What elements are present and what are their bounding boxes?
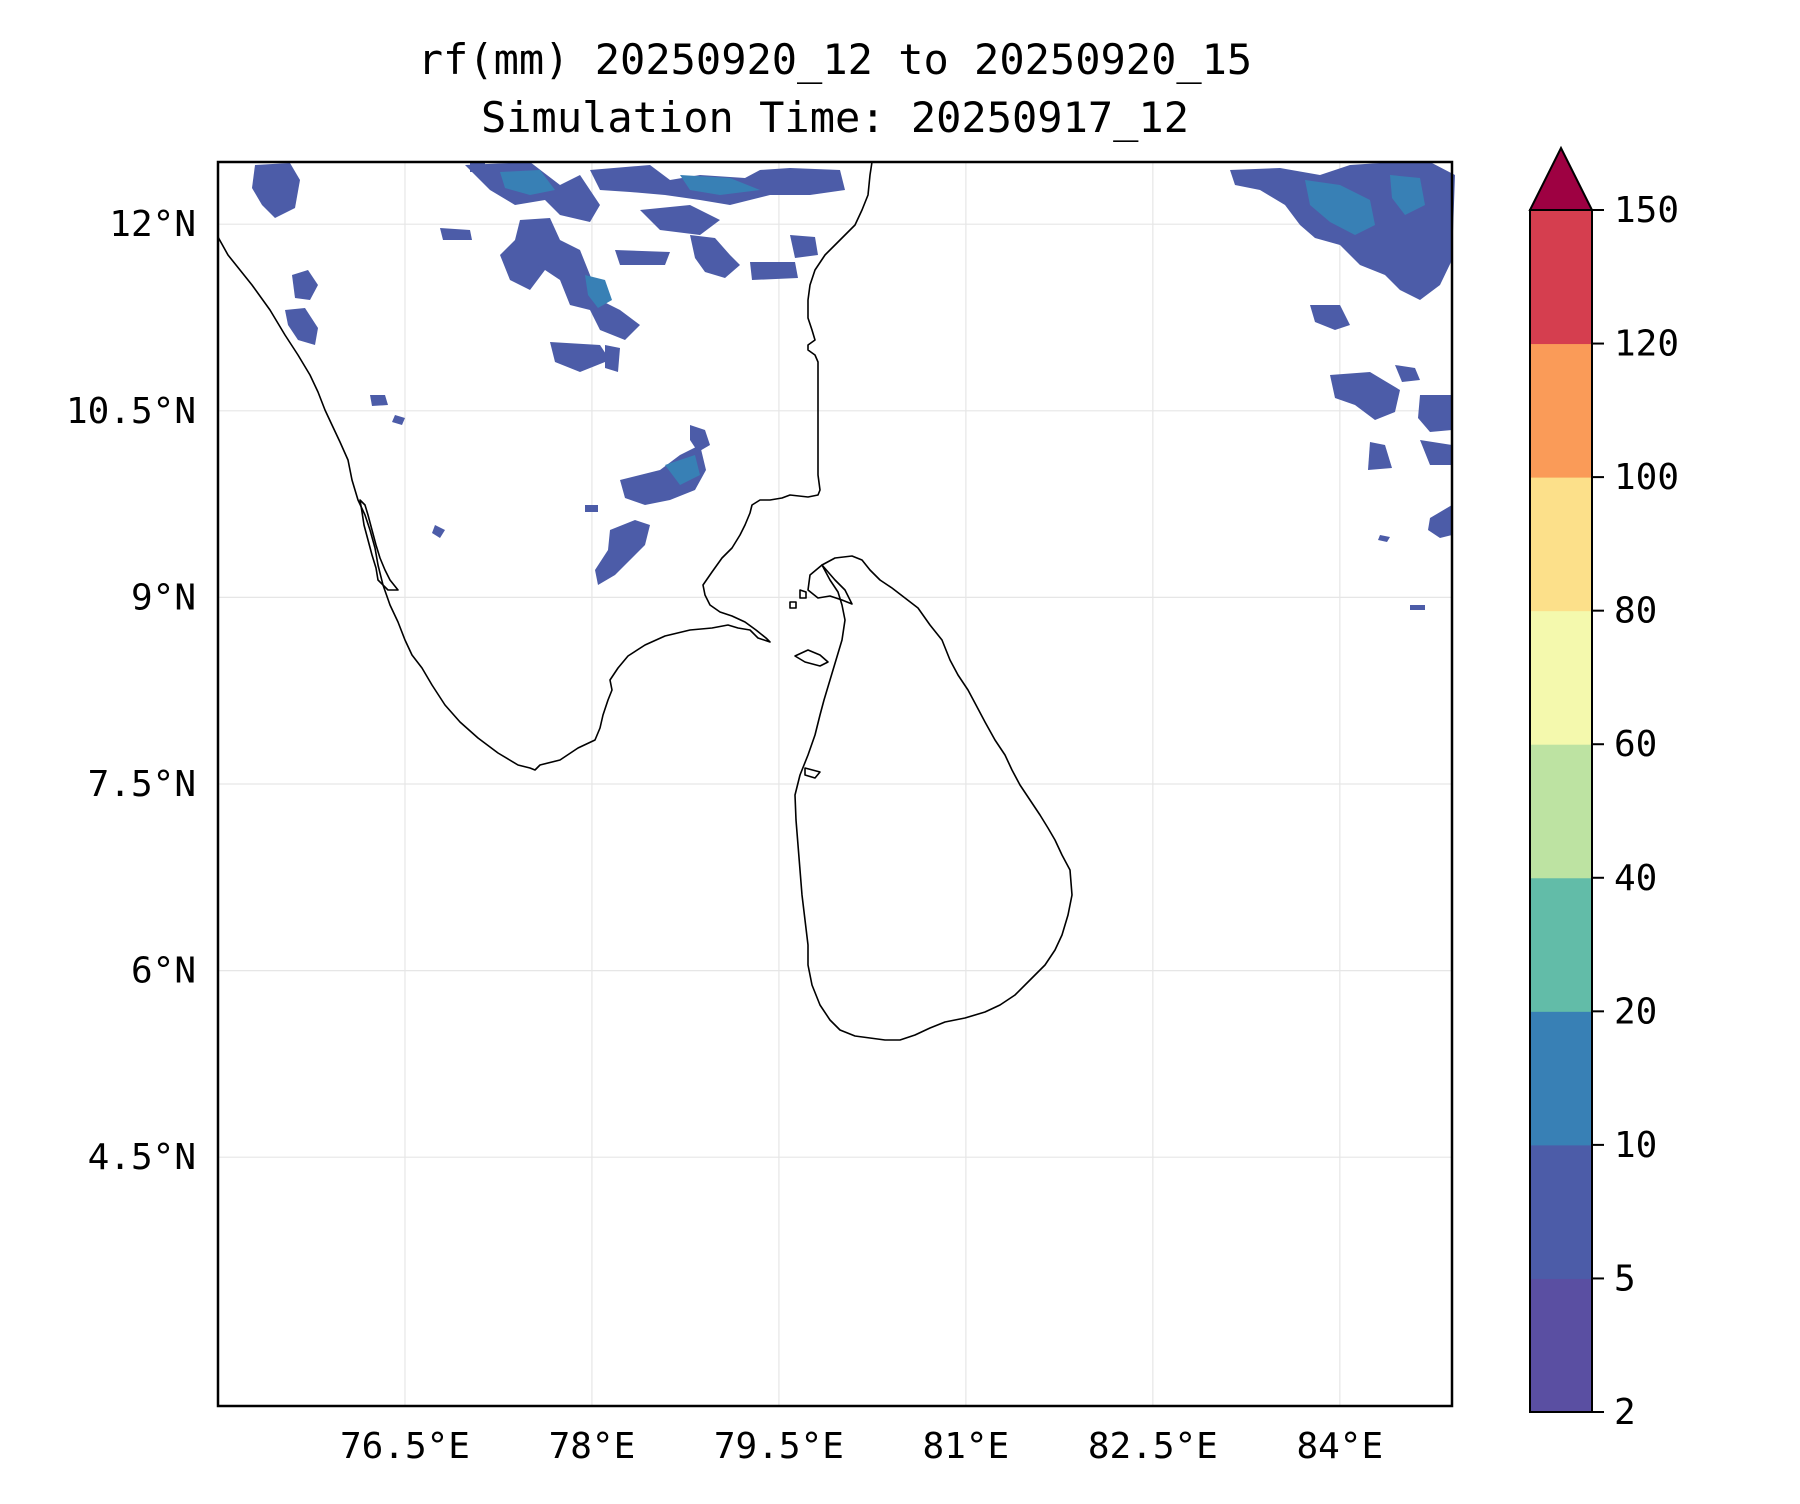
rain-patch-heavy xyxy=(680,175,760,195)
rain-patch xyxy=(690,425,710,452)
rain-patch-heavy xyxy=(1305,180,1375,235)
colorbar: 2 5 10 20 40 60 80 100 120 150 xyxy=(1528,145,1679,1433)
coastlines xyxy=(217,161,1073,1041)
rain-patch-heavy xyxy=(500,170,555,195)
colorbar-segment xyxy=(1530,1011,1592,1146)
colorbar-tick-label: 60 xyxy=(1614,724,1657,765)
sri-lanka-coastline xyxy=(794,555,1073,1041)
lat-tick-label: 4.5°N xyxy=(88,1137,196,1178)
lat-tick-label: 12°N xyxy=(109,204,196,245)
rain-patch xyxy=(292,270,318,300)
rain-patch xyxy=(1418,395,1452,432)
lon-tick-label: 84°E xyxy=(1296,1426,1383,1467)
rain-patch xyxy=(550,342,610,372)
colorbar-segment xyxy=(1530,477,1592,612)
rain-patch xyxy=(605,345,620,372)
lon-tick-label: 82.5°E xyxy=(1088,1426,1218,1467)
rain-patch xyxy=(615,250,670,265)
rain-patch xyxy=(520,248,550,268)
rain-patch-heavy xyxy=(585,275,612,308)
india-coast-inlet xyxy=(359,499,399,591)
colorbar-segment xyxy=(1530,877,1592,1012)
colorbar-tick-label: 100 xyxy=(1614,457,1679,498)
gridlines xyxy=(218,162,1452,1406)
rain-patch xyxy=(585,505,598,512)
map-subtitle: Simulation Time: 20250917_12 xyxy=(481,93,1189,142)
lon-tick-label: 79.5°E xyxy=(714,1426,844,1467)
rain-patch xyxy=(750,262,798,280)
colorbar-tick-label: 40 xyxy=(1614,858,1657,899)
rain-patch xyxy=(1428,505,1452,538)
lon-tick-label: 81°E xyxy=(923,1426,1010,1467)
colorbar-segment xyxy=(1530,744,1592,879)
colorbar-frame xyxy=(1529,209,1593,1413)
colorbar-tick-label: 150 xyxy=(1614,190,1679,231)
rain-patch xyxy=(790,235,818,258)
islet xyxy=(789,601,797,609)
rain-patch xyxy=(595,520,650,585)
colorbar-segment xyxy=(1530,1144,1592,1279)
islet xyxy=(804,767,821,779)
rain-patch xyxy=(690,235,740,278)
rain-patch xyxy=(440,228,472,240)
rain-patch xyxy=(500,218,640,340)
rain-patch xyxy=(252,163,300,218)
lon-tick-label: 76.5°E xyxy=(340,1426,470,1467)
rain-patch xyxy=(1410,605,1425,610)
map-frame xyxy=(216,160,1454,1408)
rain-patch xyxy=(1330,372,1400,420)
rainfall-contours xyxy=(252,162,1455,610)
lon-tick-label: 78°E xyxy=(549,1426,636,1467)
colorbar-tick-label: 5 xyxy=(1614,1258,1636,1299)
rain-patch xyxy=(1310,305,1350,330)
rain-patch xyxy=(392,415,405,425)
rain-patch xyxy=(1420,440,1452,465)
rain-patch xyxy=(432,525,445,538)
colorbar-segment xyxy=(1530,610,1592,745)
colorbar-tick-label: 2 xyxy=(1614,1392,1636,1433)
lat-tick-label: 10.5°N xyxy=(66,391,196,432)
rain-patch-heavy xyxy=(1390,175,1425,215)
rain-patch xyxy=(1230,162,1455,300)
colorbar-tick-label: 80 xyxy=(1614,591,1657,632)
colorbar-segment xyxy=(1530,210,1592,345)
rain-patch xyxy=(285,308,318,345)
india-coastline xyxy=(217,161,873,771)
rain-patch xyxy=(370,395,388,406)
rain-patch xyxy=(1395,365,1420,382)
colorbar-segment xyxy=(1530,343,1592,478)
lat-tick-label: 9°N xyxy=(131,577,196,618)
axis-labels: 76.5°E 78°E 79.5°E 81°E 82.5°E 84°E 12°N 10.5°N… xyxy=(66,204,1383,1467)
rain-patch-heavy xyxy=(665,455,700,485)
colorbar-tick-label: 10 xyxy=(1614,1125,1657,1166)
rain-patch xyxy=(1368,442,1392,470)
map-title: rf(mm) 20250920_12 to 20250920_15 xyxy=(418,35,1252,84)
colorbar-tick-label: 20 xyxy=(1614,991,1657,1032)
colorbar-segment xyxy=(1530,1278,1592,1413)
islet xyxy=(799,589,807,599)
sri-lanka-jaffna xyxy=(807,564,853,605)
colorbar-extend-arrow xyxy=(1528,145,1594,211)
rain-patch xyxy=(470,162,485,172)
rain-patch xyxy=(1378,535,1390,542)
colorbar-tick-label: 120 xyxy=(1614,324,1679,365)
pamban-island xyxy=(794,649,829,667)
lat-tick-label: 7.5°N xyxy=(88,764,196,805)
lat-tick-label: 6°N xyxy=(131,951,196,992)
rain-patch xyxy=(640,205,720,235)
